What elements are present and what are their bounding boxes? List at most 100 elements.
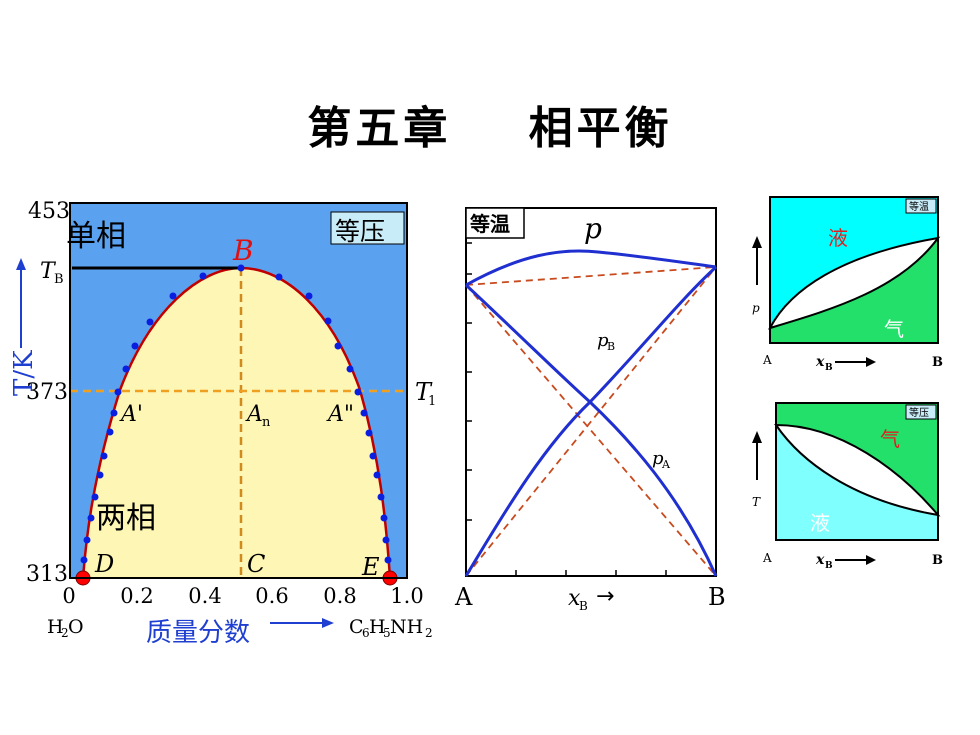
isothermal-diagram: 等温 p p B p A A B x B → <box>454 207 726 613</box>
curve-point <box>110 409 118 417</box>
small-iso-liquid-label: 液 <box>828 226 848 250</box>
curve-point <box>80 556 88 564</box>
curve-point <box>373 471 381 479</box>
phase-frame <box>69 202 408 579</box>
y-axis-arrowhead <box>16 258 26 270</box>
small-isob-x-arrowhead <box>866 555 876 565</box>
curve-point <box>382 536 390 544</box>
small-iso-x-right: B <box>932 355 943 370</box>
tb-subscript: B <box>54 272 64 287</box>
t1-subscript: 1 <box>428 394 436 409</box>
point-c-label: C <box>247 550 265 578</box>
small-isob-frame <box>775 402 939 541</box>
iso-x-axis-subscript: B <box>579 599 588 613</box>
phase-diagram: 453 373 313 T B T/K 0 0.2 0.4 0.6 0.8 1.… <box>9 199 436 648</box>
x-tick-0.8: 0.8 <box>323 584 356 608</box>
curve-point <box>199 272 207 280</box>
isobaric-box <box>330 211 405 245</box>
point-an-label: A <box>245 402 263 427</box>
small-iso-x-left: A <box>762 353 772 367</box>
x-axis-arrowhead <box>322 618 334 628</box>
tb-label: T <box>40 259 57 284</box>
curve-point <box>96 471 104 479</box>
curve-point <box>360 409 368 417</box>
curve-point <box>380 514 388 522</box>
ideal-total-line <box>465 266 717 286</box>
h2o-h: H <box>47 616 64 638</box>
aniline-c: C <box>349 616 364 638</box>
small-isob-gas-label: 气 <box>880 427 900 451</box>
small-iso-tag-box <box>905 198 937 214</box>
pa-subscript: A <box>661 458 671 471</box>
y-axis-label: T/K <box>9 350 39 396</box>
x-tick-0.2: 0.2 <box>120 584 153 608</box>
small-isobaric-diagram: 等压 气 液 T A B x B <box>752 402 943 571</box>
p-label: p <box>584 212 602 245</box>
isothermal-box <box>465 207 525 239</box>
curve-point <box>106 428 114 436</box>
curve-point <box>377 493 385 501</box>
y-tick-313: 313 <box>26 562 68 587</box>
ideal-pb-line <box>465 266 717 577</box>
x-tick-0: 0 <box>62 584 75 608</box>
t1-label: T <box>415 378 433 406</box>
ideal-pa-line <box>465 284 717 577</box>
iso-x-right: B <box>708 583 726 611</box>
small-isob-tag-box <box>905 404 937 420</box>
y-ticks <box>466 242 667 576</box>
curve-point <box>87 514 95 522</box>
small-isob-x-left: A <box>762 551 772 565</box>
small-iso-y-arrowhead <box>752 236 762 248</box>
h2o-o: O <box>68 616 84 638</box>
iso-x-axis-label: x <box>568 586 581 611</box>
iso-x-left: A <box>454 583 473 611</box>
iso-x-axis-arrow: → <box>596 584 614 609</box>
x-axis-label: 质量分数 <box>146 618 250 648</box>
pa-label: p <box>652 448 664 469</box>
curve-point <box>354 388 362 396</box>
curve-point <box>169 292 177 300</box>
aniline-nh: NH <box>390 616 423 638</box>
small-iso-x-label: x <box>815 354 825 370</box>
h2o-sub2: 2 <box>61 626 69 640</box>
y-tick-453: 453 <box>28 199 70 224</box>
pb-curve <box>464 265 718 577</box>
aniline-h: H <box>369 616 386 638</box>
point-d-label: D <box>94 550 114 578</box>
aniline-sub5: 5 <box>383 626 391 640</box>
single-phase-label: 单相 <box>66 219 126 254</box>
curve-point <box>305 292 313 300</box>
curve-point <box>146 318 154 326</box>
point-a-prime-label: A' <box>119 402 143 427</box>
curve-point <box>369 452 377 460</box>
curve-point <box>346 365 354 373</box>
curve-point <box>334 342 342 350</box>
aniline-sub2: 2 <box>425 626 433 640</box>
small-isob-x-label: x <box>815 552 825 568</box>
small-isob-liquid-label: 液 <box>810 511 830 535</box>
isothermal-label: 等温 <box>470 212 510 236</box>
x-tick-0.6: 0.6 <box>255 584 288 608</box>
two-phase-region <box>83 268 390 578</box>
total-pressure-curve <box>465 249 717 287</box>
small-isob-x-right: B <box>932 553 943 568</box>
small-isob-x-subscript: B <box>825 561 833 571</box>
ideal-lines <box>465 266 717 577</box>
curve-point <box>131 342 139 350</box>
two-phase-label: 两相 <box>96 501 156 536</box>
small-iso-x-arrowhead <box>866 357 876 367</box>
small-iso-x-subscript: B <box>825 363 833 373</box>
small-iso-gas-label: 气 <box>884 317 904 341</box>
point-b-label: B <box>232 234 254 267</box>
small-iso-gas-region <box>770 238 938 343</box>
real-curves <box>464 249 718 577</box>
small-isob-y-arrowhead <box>752 431 762 443</box>
point-e-label: E <box>361 553 380 581</box>
aniline-sub6: 6 <box>362 626 370 640</box>
small-iso-frame <box>769 196 939 344</box>
small-isob-y-label: T <box>752 495 761 509</box>
isobaric-label: 等压 <box>335 217 385 246</box>
point-an-subscript: n <box>262 415 271 430</box>
curve-point <box>114 388 122 396</box>
